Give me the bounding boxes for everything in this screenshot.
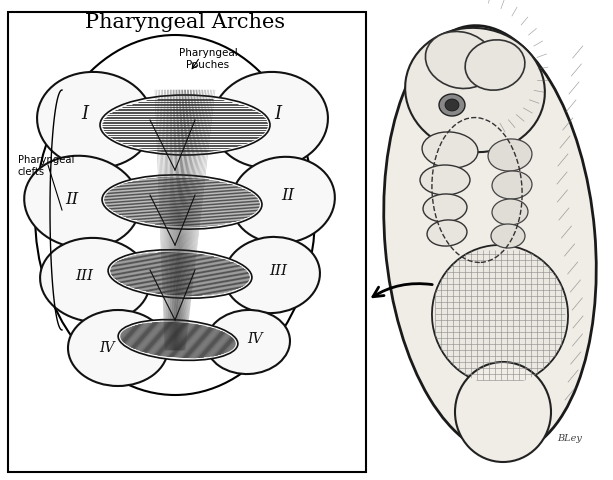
Ellipse shape bbox=[384, 26, 596, 455]
Ellipse shape bbox=[455, 362, 551, 462]
Ellipse shape bbox=[24, 156, 140, 249]
Ellipse shape bbox=[108, 250, 252, 299]
Text: IV: IV bbox=[247, 331, 263, 345]
Ellipse shape bbox=[118, 320, 238, 360]
Text: Pharyngeal
clefts: Pharyngeal clefts bbox=[18, 155, 74, 177]
Ellipse shape bbox=[224, 238, 320, 313]
Ellipse shape bbox=[37, 73, 153, 169]
Ellipse shape bbox=[488, 140, 532, 172]
Ellipse shape bbox=[231, 157, 335, 244]
Text: BLey: BLey bbox=[557, 433, 582, 442]
Ellipse shape bbox=[422, 132, 478, 169]
Ellipse shape bbox=[68, 311, 168, 386]
Text: I: I bbox=[82, 105, 88, 123]
Text: I: I bbox=[275, 105, 281, 123]
Text: IV: IV bbox=[99, 340, 115, 354]
Ellipse shape bbox=[492, 200, 528, 226]
Ellipse shape bbox=[427, 220, 467, 247]
Text: III: III bbox=[269, 264, 287, 277]
Ellipse shape bbox=[439, 95, 465, 117]
Ellipse shape bbox=[405, 29, 545, 153]
Ellipse shape bbox=[212, 73, 328, 169]
Ellipse shape bbox=[40, 239, 150, 323]
Ellipse shape bbox=[491, 225, 525, 249]
Ellipse shape bbox=[102, 176, 262, 229]
Ellipse shape bbox=[35, 36, 315, 395]
Ellipse shape bbox=[423, 194, 467, 223]
Text: II: II bbox=[66, 190, 78, 207]
Text: Pharyngeal
Pouches: Pharyngeal Pouches bbox=[178, 48, 237, 70]
Ellipse shape bbox=[420, 166, 470, 195]
Ellipse shape bbox=[100, 96, 270, 156]
Ellipse shape bbox=[492, 172, 532, 200]
Ellipse shape bbox=[432, 246, 568, 385]
Text: III: III bbox=[75, 268, 93, 282]
Text: II: II bbox=[281, 187, 295, 204]
Ellipse shape bbox=[465, 41, 525, 91]
Text: Pharyngeal Arches: Pharyngeal Arches bbox=[85, 13, 285, 32]
Bar bbox=[8, 13, 366, 472]
Ellipse shape bbox=[445, 100, 459, 112]
Ellipse shape bbox=[425, 33, 495, 89]
Ellipse shape bbox=[206, 311, 290, 374]
